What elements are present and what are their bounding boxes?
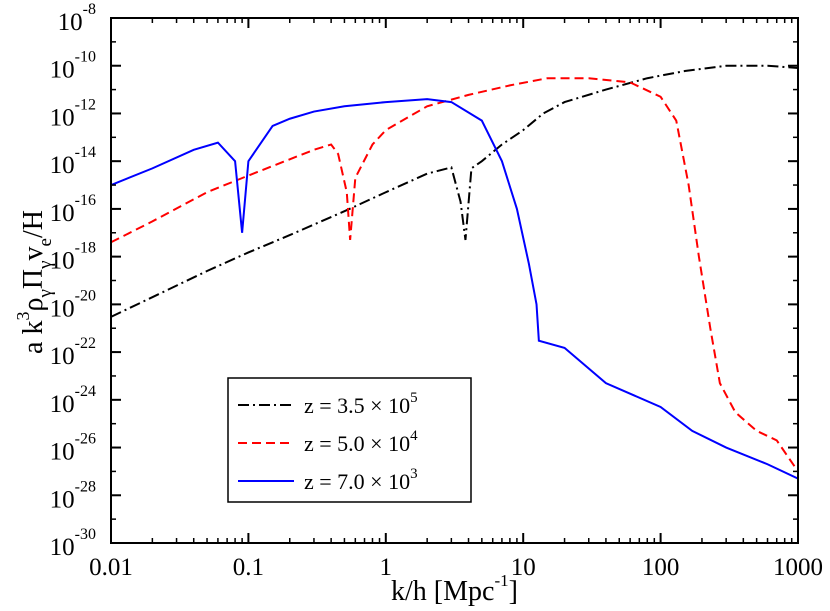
legend-label-2: z = 5.0 × 104 [304, 428, 418, 456]
series-line-3 [111, 98, 798, 480]
y-tick-label: 10-18 [50, 240, 96, 275]
axis-titles: k/h [Mpc-1] a k3ργΠγve/H [13, 210, 518, 607]
y-tick-label: 10-14 [50, 144, 96, 179]
y-tick-label: 10-12 [50, 96, 96, 131]
y-tick-label: 10-22 [50, 335, 96, 370]
legend-label-1: z = 3.5 × 105 [304, 390, 418, 418]
legend-label-3: z = 7.0 × 103 [304, 466, 418, 494]
plot-area [111, 64, 798, 480]
x-tick-label: 100 [642, 554, 680, 581]
x-tick-label: 1000 [773, 554, 823, 581]
y-tick-label: 10-24 [50, 383, 96, 418]
y-axis-title: a k3ργΠγve/H [13, 210, 56, 354]
series-line-2 [111, 77, 798, 472]
x-tick-label: 1 [380, 554, 393, 581]
y-tick-label: 10-8 [58, 1, 96, 36]
axes: 0.01 0.1 1 10 100 1000 10-30 10-28 10-26 10-24 10-… [50, 1, 823, 581]
x-axis-title: k/h [Mpc-1] [391, 571, 518, 607]
x-tick-label: 10 [511, 554, 536, 581]
x-tick-label: 0.01 [89, 554, 133, 581]
y-tick-label: 10-16 [50, 192, 96, 227]
legend: z = 3.5 × 105 z = 5.0 × 104 z = 7.0 × 103 [227, 377, 472, 503]
y-tick-label: 10-26 [50, 431, 96, 466]
x-tick-label: 0.1 [233, 554, 264, 581]
y-tick-label: 10-20 [50, 287, 96, 322]
y-tick-label: 10-30 [50, 526, 96, 561]
y-tick-label: 10-10 [50, 49, 96, 84]
y-tick-label: 10-28 [50, 478, 96, 513]
